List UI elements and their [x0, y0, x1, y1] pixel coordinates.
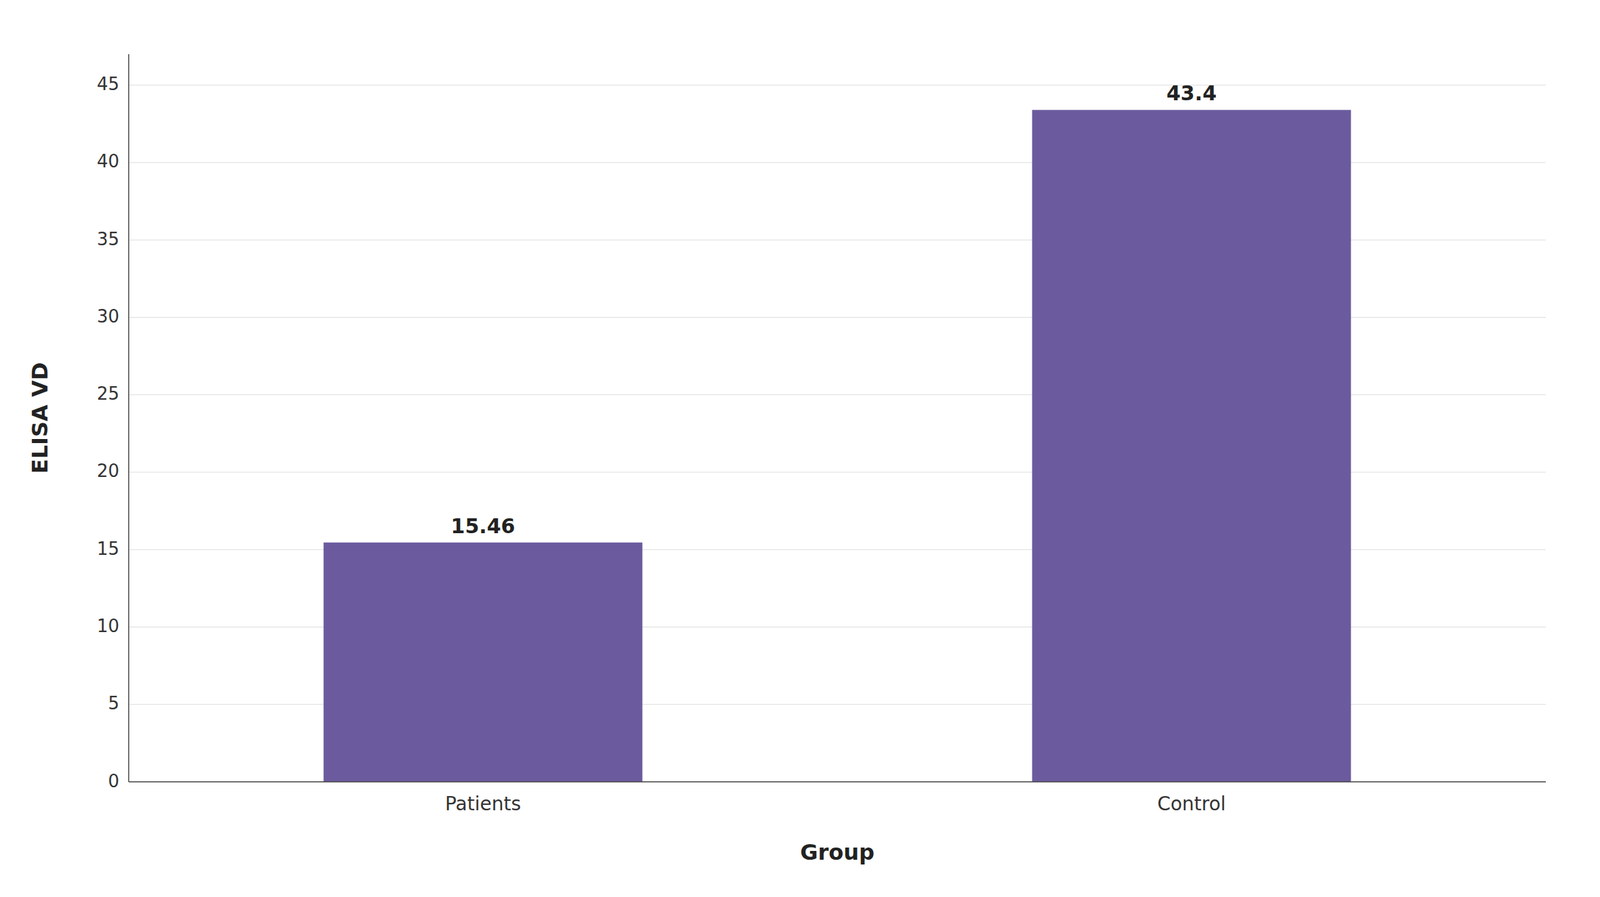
grid-line	[128, 781, 1546, 783]
grid-line	[128, 84, 1546, 86]
bars	[323, 109, 1352, 782]
y-tick-label: 45	[96, 73, 120, 95]
bar	[323, 542, 643, 782]
y-tick-label: 15	[96, 538, 120, 559]
y-tick-label: 25	[96, 383, 120, 404]
x-axis-title: Group	[800, 839, 875, 866]
bar	[1032, 109, 1352, 782]
x-ticks: Patients Control	[445, 792, 1227, 815]
data-label: 43.4	[1166, 81, 1217, 105]
y-tick-label: 30	[96, 306, 120, 327]
y-ticks: 0 5 10 15 20 25 30 35 40 45	[96, 73, 120, 791]
x-axis-line	[128, 781, 1546, 783]
y-tick-label: 5	[107, 692, 120, 714]
y-tick-label: 0	[107, 770, 120, 792]
chart-container: 0 5 10 15 20 25 30 35 40 45 15.46 43.4 Patients Contr…	[0, 0, 1600, 897]
x-tick-label: Control	[1156, 792, 1226, 815]
chart-svg: 0 5 10 15 20 25 30 35 40 45 15.46 43.4 Patients Contr…	[0, 0, 1600, 897]
y-axis-title: ELISA VD	[27, 362, 53, 474]
y-tick-label: 40	[96, 151, 120, 172]
y-tick-label: 35	[96, 228, 120, 250]
grid	[128, 85, 1546, 782]
data-label: 15.46	[451, 514, 516, 538]
y-axis-line	[128, 54, 130, 782]
y-tick-label: 20	[96, 460, 120, 481]
x-tick-label: Patients	[445, 792, 521, 815]
data-labels: 15.46 43.4	[451, 81, 1217, 538]
y-tick-label: 10	[96, 615, 120, 637]
